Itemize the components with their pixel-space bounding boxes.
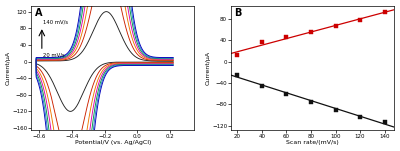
X-axis label: Scan rate/(mV/s): Scan rate/(mV/s) xyxy=(286,140,339,145)
Text: B: B xyxy=(234,8,242,18)
X-axis label: Potential/V (vs. Ag/AgCl): Potential/V (vs. Ag/AgCl) xyxy=(75,140,151,145)
Text: 20 mV/s: 20 mV/s xyxy=(44,52,65,57)
Text: 140 mV/s: 140 mV/s xyxy=(44,19,69,24)
Y-axis label: Current/μA: Current/μA xyxy=(6,51,10,85)
Text: A: A xyxy=(34,8,42,18)
Y-axis label: Current/μA: Current/μA xyxy=(206,51,210,85)
